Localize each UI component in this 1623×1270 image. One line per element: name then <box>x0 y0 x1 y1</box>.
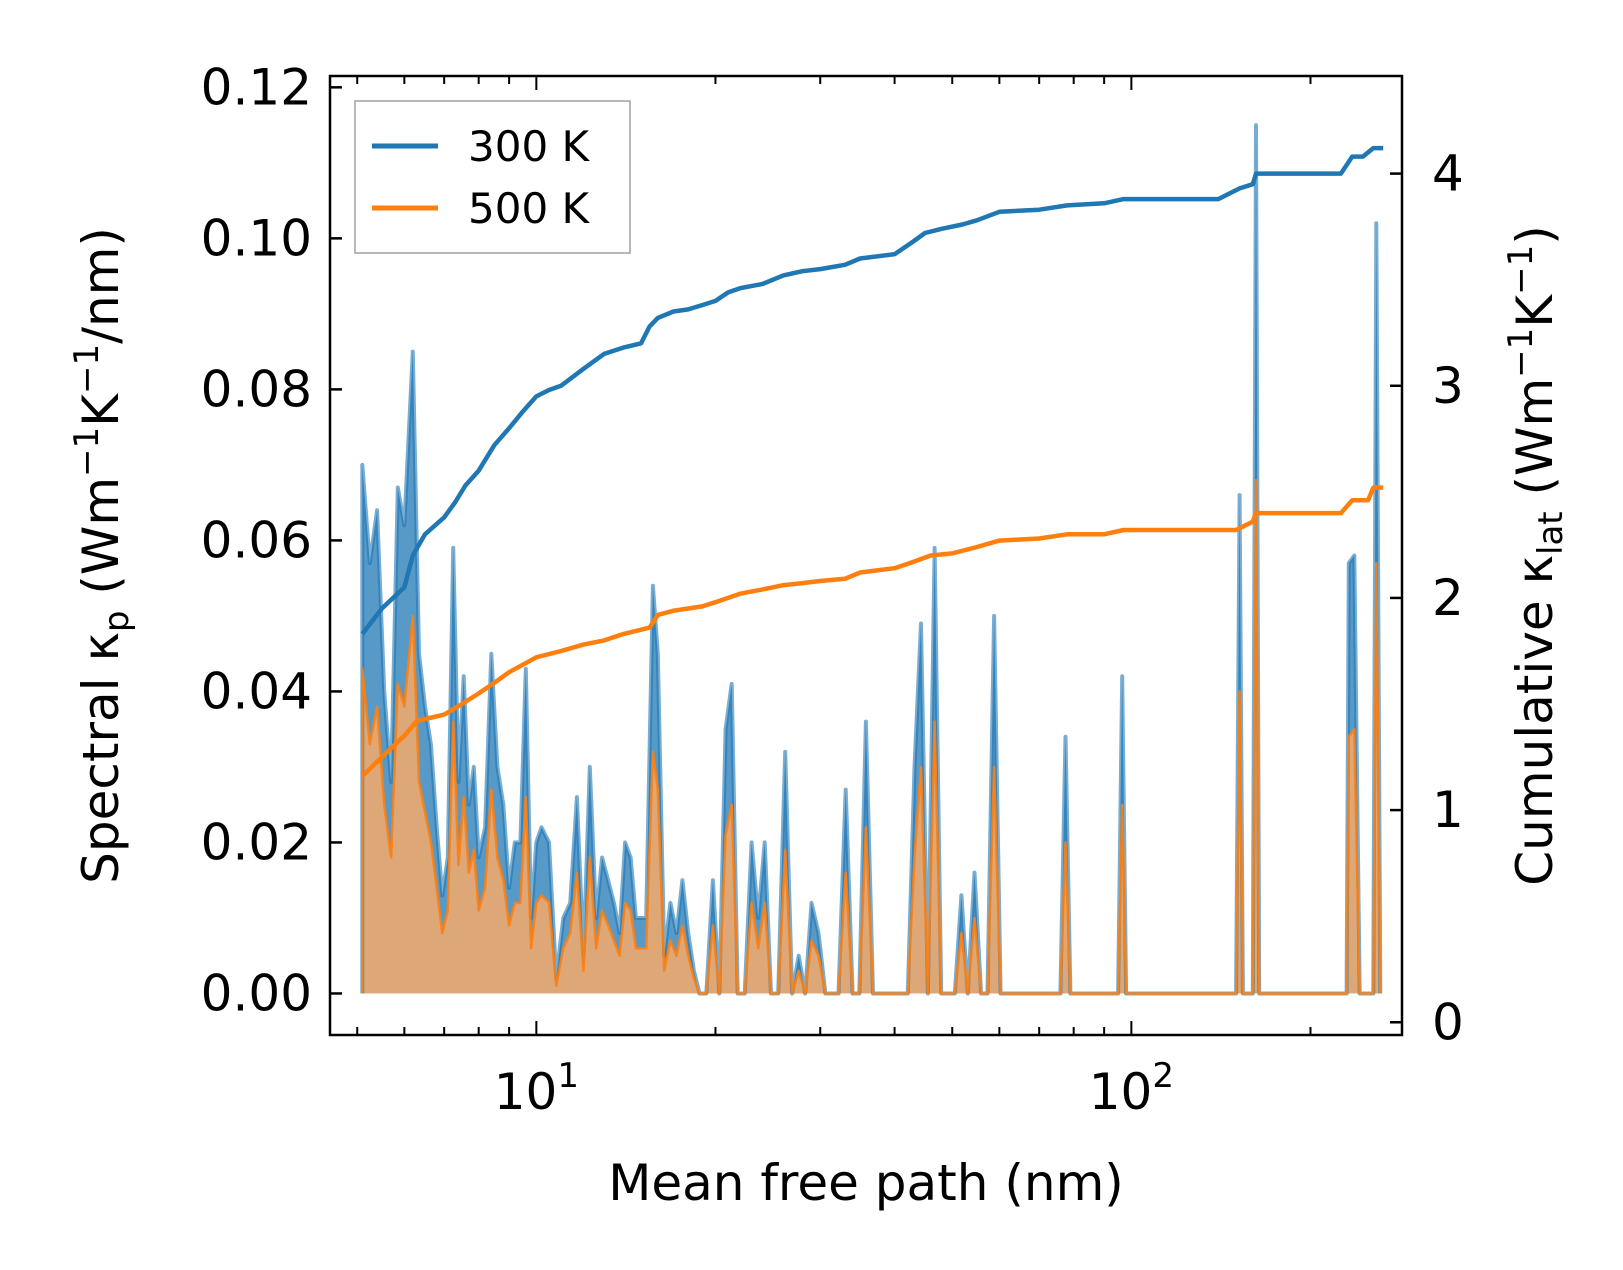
y-right-tick-label: 3 <box>1432 357 1464 415</box>
y-left-tick-label: 0.04 <box>201 662 312 720</box>
axis-ticks <box>330 76 1402 1035</box>
y-right-tick-label: 2 <box>1432 569 1464 627</box>
y-left-label-sup2: −1 <box>67 344 107 394</box>
y-right-label-base: Cumulative κ <box>1506 555 1564 886</box>
spectral-fills <box>362 125 1381 994</box>
y-right-label-sup2: −1 <box>1501 245 1541 295</box>
y-right-tick-label: 1 <box>1432 781 1464 839</box>
y-left-label-k: K <box>72 393 130 427</box>
y-left-label-rest: (Wm <box>72 477 130 611</box>
spectral-lines <box>360 123 1383 996</box>
x-tick-label-exp: 1 <box>557 1056 579 1096</box>
spectral-fill-500k <box>362 480 1381 994</box>
y-left-label-base: Spectral κ <box>72 632 130 884</box>
y-left-tick-label: 0.08 <box>201 360 312 418</box>
plot-frame <box>328 74 1404 1037</box>
y-right-label-tail: ) <box>1506 225 1564 245</box>
y-left-tick-label: 0.02 <box>201 813 312 871</box>
y-right-label-k: K <box>1506 294 1564 328</box>
y-axis-label-right: Cumulative κlat (Wm−1K−1) <box>1501 225 1571 885</box>
cumulative-lines <box>360 145 1384 778</box>
x-tick-label-exp: 2 <box>1152 1056 1174 1096</box>
legend-label-500k: 500 K <box>468 184 591 233</box>
y-left-tick-label: 0.06 <box>201 511 312 569</box>
y-left-tick-label: 0.10 <box>201 209 312 267</box>
cumulative-line-500k <box>360 485 1384 778</box>
x-tick-label: 102 <box>1089 1056 1174 1121</box>
x-tick-label: 101 <box>494 1056 579 1121</box>
y-left-tick-label: 0.12 <box>201 58 312 116</box>
y-left-label-sub: p <box>97 610 137 632</box>
y-right-label-sub: lat <box>1531 511 1571 555</box>
y-left-tick-label: 0.00 <box>201 964 312 1022</box>
y-right-tick-label: 0 <box>1432 993 1464 1051</box>
y-right-label-sup1: −1 <box>1501 328 1541 378</box>
spectral-line-500k <box>361 478 1382 995</box>
y-right-tick-label: 4 <box>1432 145 1464 203</box>
y-left-label-tail: /nm) <box>72 227 130 344</box>
y-right-label-rest: (Wm <box>1506 378 1564 512</box>
x-axis-label: Mean free path (nm) <box>608 1154 1124 1212</box>
legend-box <box>354 100 631 254</box>
spectral-line-300k <box>360 123 1383 996</box>
legend: 300 K 500 K <box>354 100 631 254</box>
legend-label-300k: 300 K <box>468 122 591 171</box>
cumulative-line-300k <box>360 145 1384 636</box>
y-axis-label-left: Spectral κp (Wm−1K−1/nm) <box>67 227 137 884</box>
x-tick-label-base: 10 <box>1089 1063 1153 1121</box>
x-tick-label-base: 10 <box>494 1063 558 1121</box>
y-left-label-sup1: −1 <box>67 427 107 477</box>
